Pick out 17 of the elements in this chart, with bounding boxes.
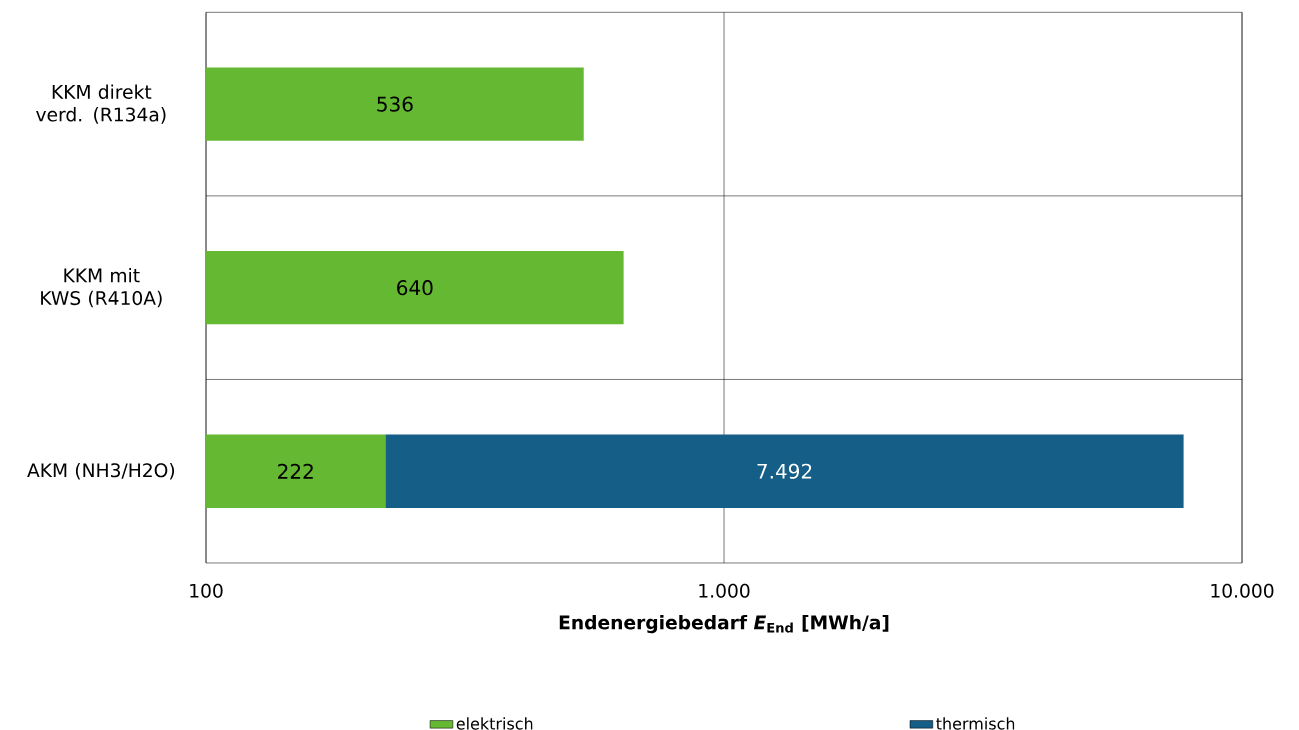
x-axis-title: Endenergiebedarf E$_{End}$ [MWh/a] <box>559 614 889 634</box>
x-tick-label: 1.000 <box>699 583 750 598</box>
bar <box>385 434 1184 508</box>
data-label: 7.492 <box>757 463 812 479</box>
legend-label: elektrisch <box>456 717 533 730</box>
y-tick-label: KKM direkt verd. (R134a) <box>36 84 166 124</box>
y-tick-label: AKM (NH3/H2O) <box>27 462 175 480</box>
data-label: 222 <box>278 463 313 479</box>
x-tick-label: 10.000 <box>1211 583 1274 598</box>
data-label: 536 <box>377 96 413 112</box>
bar <box>206 67 584 141</box>
bar <box>206 250 624 325</box>
y-tick-label: KKM mit KWS (R410A) <box>41 268 162 308</box>
data-label: 640 <box>397 280 433 296</box>
bar <box>206 434 386 508</box>
x-tick-label: 100 <box>190 583 223 598</box>
legend-label: thermisch <box>936 717 1015 730</box>
